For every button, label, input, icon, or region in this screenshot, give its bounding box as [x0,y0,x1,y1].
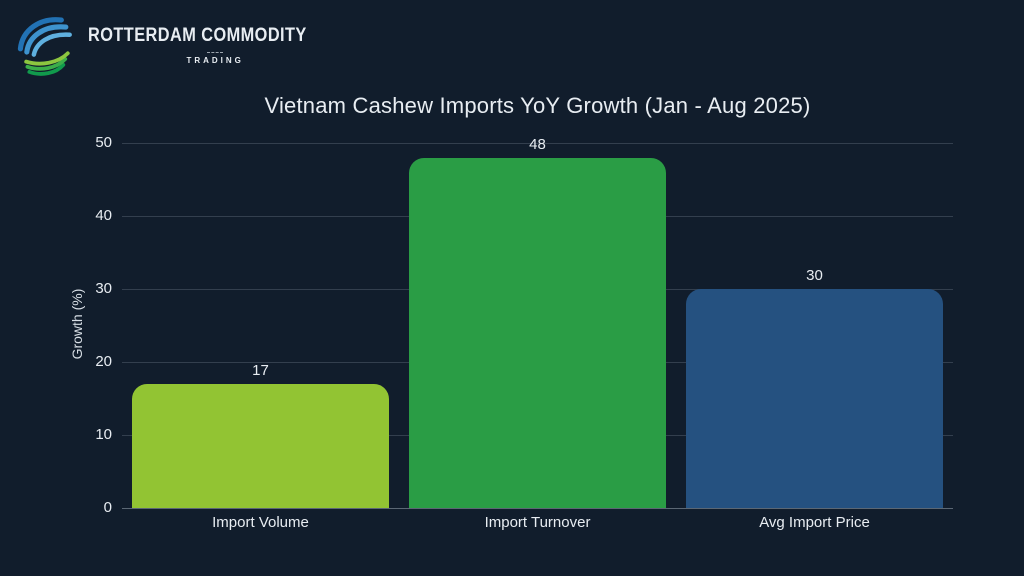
x-axis-baseline [122,507,953,509]
brand-name: ROTTERDAM COMMODITY [88,25,307,46]
y-tick-label-10: 10 [95,426,112,443]
gridline-y-0 [122,507,953,509]
y-tick-label-0: 0 [103,499,112,516]
y-tick-label-30: 30 [95,280,112,297]
brand-logo: ROTTERDAM COMMODITY TRADING [14,6,342,84]
y-tick-label-20: 20 [95,353,112,370]
y-tick-label-50: 50 [95,134,112,151]
bar-import-turnover [408,157,667,508]
bar-value-label: 48 [529,135,546,153]
bar-value-label: 17 [252,361,269,379]
y-tick-label-40: 40 [95,207,112,224]
bar-value-label: 30 [806,267,823,284]
brand-divider [207,52,224,53]
x-category-label: Import Turnover [484,514,591,531]
bar-avg-import-price [685,289,944,508]
brand-subtitle: TRADING [186,56,244,65]
x-category-label: Avg Import Price [759,514,870,531]
gridline-y-50 [122,142,953,144]
x-category-label: Import Volume [212,514,309,531]
globe-logo-icon [17,17,72,76]
chart-title: Vietnam Cashew Imports YoY Growth (Jan -… [264,93,811,118]
bar-import-volume [131,383,390,508]
